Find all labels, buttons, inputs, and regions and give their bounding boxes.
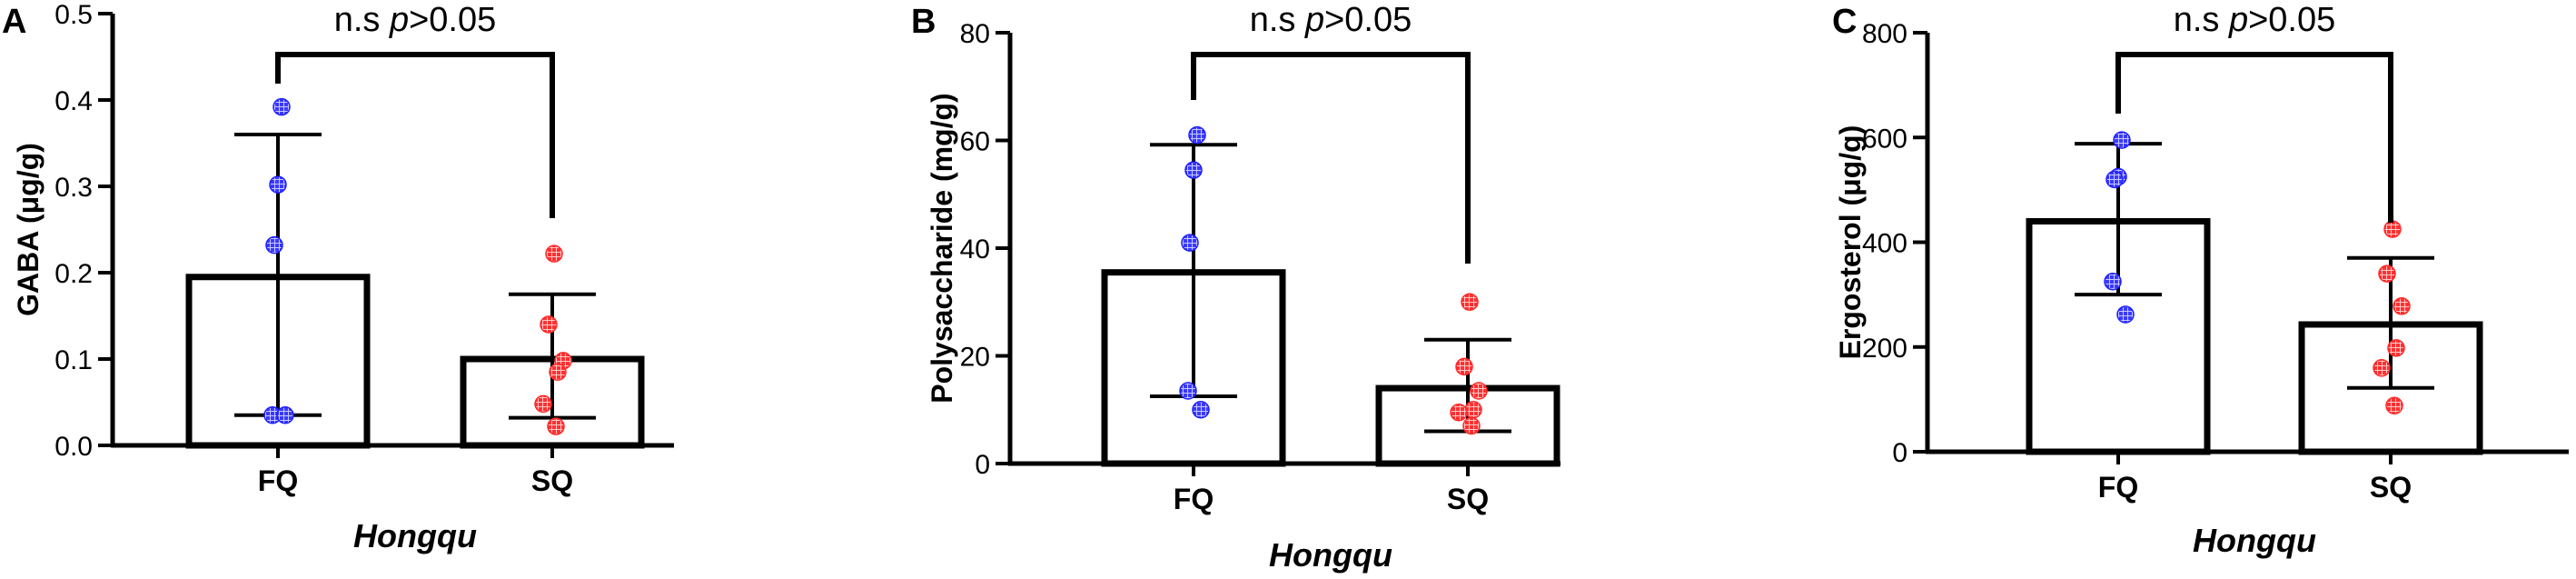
y-tick-label: 0.3 [54,173,93,203]
panel-a: A 0.0 0.1 0.2 0.3 0.4 0.5 GABA (μg/g) FQ SQ Hongqu… [2,0,674,554]
significance-bracket [1191,52,1471,264]
data-point-fq [1192,401,1210,419]
category-label: SQ [1447,483,1489,515]
panel-letter: C [1832,3,1857,41]
data-point-sq [1462,416,1481,435]
y-tick-label: 20 [960,343,990,373]
panel-letter: A [2,3,26,41]
data-point-fq [2113,131,2131,149]
data-point-fq [272,97,291,116]
data-point-fq [2104,272,2122,291]
significance-label: n.s p>0.05 [334,1,497,39]
data-point-fq [265,235,283,255]
p-threshold: >0.05 [409,1,496,39]
data-point-fq [276,406,294,424]
data-point-sq [2383,220,2402,238]
data-point-sq [2378,265,2396,283]
ns-text: n.s [334,1,390,39]
data-point-sq [2393,297,2411,315]
data-point-sq [547,417,565,435]
x-axis-label: Hongqu [353,517,477,554]
data-point-fq [2105,170,2124,189]
data-point-fq [2116,305,2135,324]
data-point-fq [269,175,287,194]
y-tick-label: 600 [1862,124,1907,154]
y-tick-label: 0.5 [54,0,93,30]
data-point-sq [2385,396,2403,415]
panel-c: C 0 200 400 600 800 Ergosterol (μg/g) FQ SQ Hongq… [1832,1,2569,559]
y-axis-label: Polysaccharide (mg/g) [926,93,958,403]
x-axis-label: Hongqu [1269,536,1392,574]
y-axis-label: Ergosterol (μg/g) [1834,125,1867,360]
y-tick-label: 400 [1862,229,1907,259]
p-symbol: p [1304,1,1324,39]
category-label: FQ [258,464,298,497]
data-point-sq [534,394,552,414]
y-tick-label: 0.0 [54,432,93,462]
y-tick-label: 0.1 [54,345,93,375]
data-point-sq [1470,382,1488,400]
data-point-fq [1179,382,1197,400]
data-point-fq [1184,161,1203,179]
data-point-sq [1455,357,1473,376]
significance-bracket [2115,52,2393,223]
data-point-sq [2373,359,2391,377]
ns-text: n.s [2174,1,2229,39]
data-point-sq [540,315,558,334]
y-tick-label: 0.4 [54,86,93,116]
x-axis-label: Hongqu [2193,522,2316,559]
category-label: FQ [1174,483,1214,515]
data-point-sq [1464,401,1482,419]
p-threshold: >0.05 [1324,1,1412,39]
y-tick-label: 80 [960,19,990,49]
y-tick-label: 0.2 [54,259,93,289]
category-label: SQ [531,464,573,497]
p-threshold: >0.05 [2248,1,2335,39]
panel-b: B 0 20 40 60 80 Polysaccharide (mg/g) FQ SQ Hongq… [911,1,1560,574]
y-axis-label: GABA (μg/g) [12,143,45,316]
y-tick-label: 200 [1862,334,1907,364]
p-symbol: p [389,1,409,39]
significance-label: n.s p>0.05 [1250,1,1412,39]
category-label: FQ [2098,471,2138,504]
data-point-sq [1461,293,1479,311]
y-tick-label: 800 [1862,19,1907,49]
panel-letter: B [911,3,936,41]
p-symbol: p [2228,1,2248,39]
category-label: SQ [2370,471,2412,504]
ns-text: n.s [1250,1,1305,39]
data-point-fq [1181,234,1199,252]
y-tick-label: 60 [960,127,990,157]
data-point-sq [1450,403,1468,422]
y-tick-label: 0 [975,450,990,480]
significance-bracket [275,52,555,218]
y-tick-label: 0 [1892,438,1907,468]
data-point-fq [1188,125,1206,145]
significance-label: n.s p>0.05 [2174,1,2336,39]
data-point-sq [549,363,567,381]
data-point-sq [2387,339,2405,357]
y-tick-label: 40 [960,235,990,265]
data-point-sq [545,245,563,263]
